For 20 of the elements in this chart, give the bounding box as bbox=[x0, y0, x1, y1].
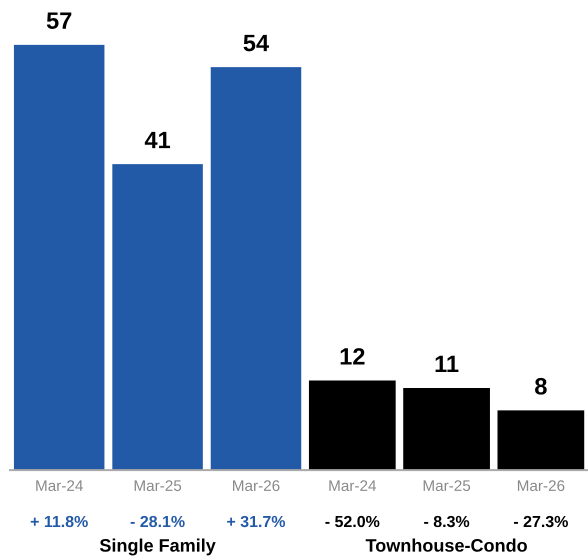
text: - 28.1% bbox=[130, 516, 185, 528]
data-label: 54 bbox=[244, 34, 269, 52]
text: + 31.7% bbox=[227, 516, 286, 528]
x-axis-title: Single Family bbox=[100, 538, 216, 556]
data-label: 41 bbox=[144, 132, 170, 148]
data-label: 57 bbox=[46, 12, 72, 29]
text: - 8.3% bbox=[424, 516, 470, 528]
x-axis-title: Townhouse-Condo bbox=[366, 538, 527, 552]
data-label: 12 bbox=[340, 348, 364, 365]
data-label: 8 bbox=[535, 378, 547, 395]
x-tick-label: Mar-26 bbox=[233, 480, 280, 492]
text: - 52.0% bbox=[325, 516, 380, 528]
data-label: 11 bbox=[436, 356, 458, 372]
x-tick-label: Mar-26 bbox=[518, 480, 564, 492]
x-tick-label: Mar-25 bbox=[134, 480, 182, 492]
x-tick-label: Mar-24 bbox=[329, 480, 376, 492]
text: + 11.8% bbox=[30, 516, 88, 528]
x-tick-label: Mar-24 bbox=[36, 480, 83, 492]
x-tick-label: Mar-25 bbox=[424, 480, 470, 492]
text: - 27.3% bbox=[514, 516, 568, 528]
